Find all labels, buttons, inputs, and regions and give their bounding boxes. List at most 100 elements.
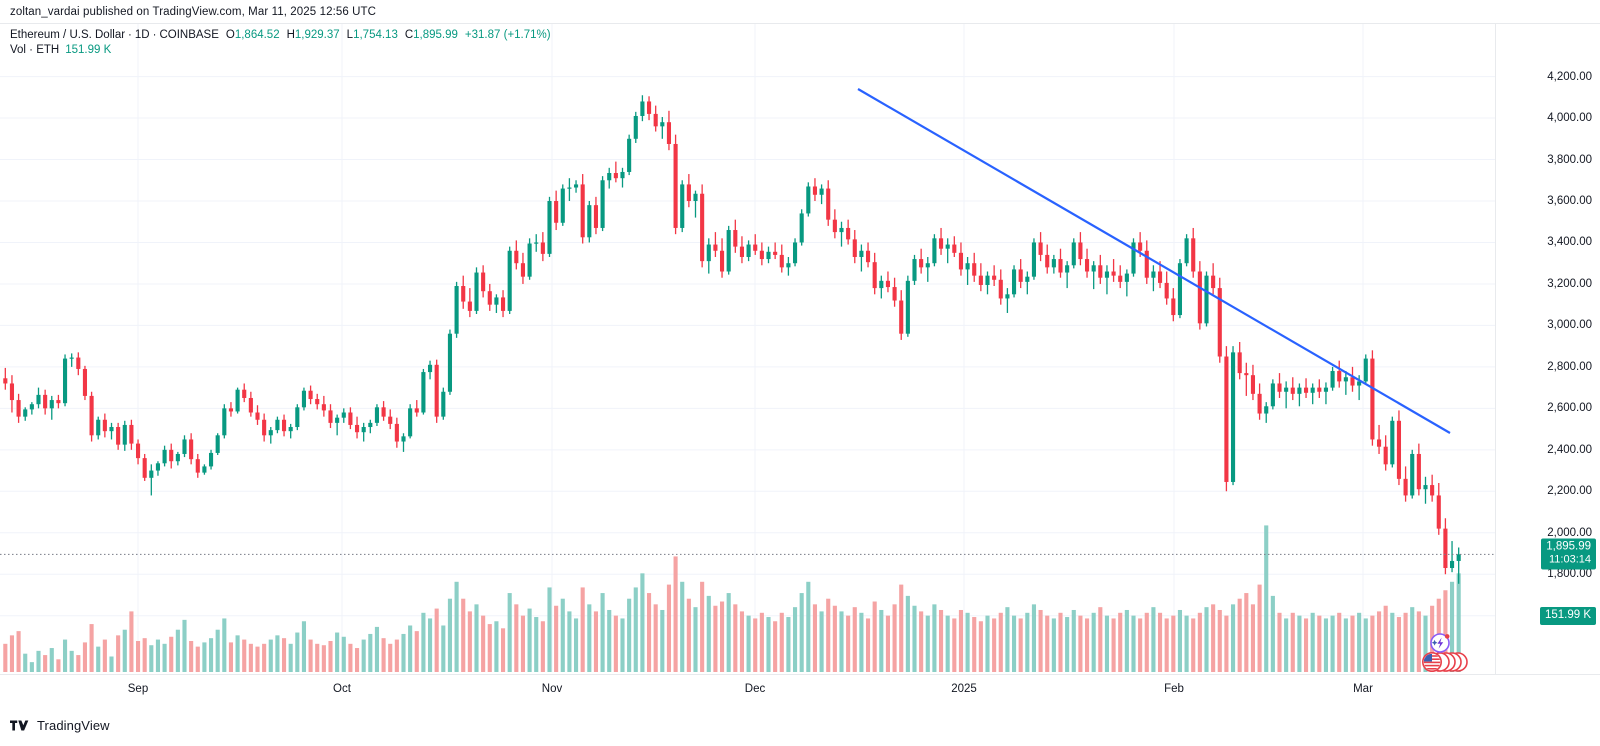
price-axis[interactable]: 4,200.00 4,000.00 3,800.00 3,600.00 3,400.00… xyxy=(1495,24,1600,674)
candle-body xyxy=(1045,254,1050,268)
candle-body xyxy=(846,227,851,240)
descending-resistance[interactable] xyxy=(857,88,1451,434)
volume-bar xyxy=(1091,612,1096,672)
volume-bar xyxy=(819,611,824,672)
candle-body xyxy=(1164,282,1169,299)
candle-body xyxy=(700,193,705,262)
volume-bar xyxy=(467,611,472,672)
volume-bar xyxy=(1038,609,1043,672)
candle-body xyxy=(82,368,88,396)
volume-bar xyxy=(262,643,267,672)
volume-bar xyxy=(441,625,446,672)
volume-bar xyxy=(195,646,200,672)
volume-bar xyxy=(461,598,466,672)
candle-body xyxy=(1449,560,1455,569)
floating-badges[interactable] xyxy=(1418,628,1468,676)
volume-bar xyxy=(567,611,572,672)
volume-bar xyxy=(992,618,997,672)
volume-bar xyxy=(1350,615,1355,672)
volume-bar xyxy=(281,638,287,672)
candle-body xyxy=(673,143,678,228)
volume-bar xyxy=(494,621,499,672)
candle-body xyxy=(335,417,340,423)
volume-bar xyxy=(447,598,453,672)
volume-bar xyxy=(268,639,273,672)
candle-body xyxy=(62,358,68,404)
volume-bar xyxy=(773,621,778,672)
volume-bar xyxy=(700,581,705,672)
volume-badge[interactable]: 151.99 K xyxy=(1539,606,1596,625)
volume-bar xyxy=(301,621,307,672)
volume-bar xyxy=(1071,609,1076,672)
candle-body xyxy=(414,408,419,413)
flag-stack-icon[interactable] xyxy=(1422,651,1468,672)
volume-bar xyxy=(766,617,771,672)
candle-body xyxy=(102,419,107,432)
volume-bar xyxy=(56,659,61,672)
current-price-badge[interactable]: 1,895.99 11:03:14 xyxy=(1541,538,1596,570)
volume-bar xyxy=(1144,612,1149,672)
volume-bar xyxy=(388,643,393,672)
volume-bar xyxy=(1197,612,1202,672)
candle-body xyxy=(222,408,227,436)
candle-body xyxy=(1323,387,1329,392)
candle-body xyxy=(1091,265,1096,272)
bar-countdown: 11:03:14 xyxy=(1548,553,1591,566)
candle-body xyxy=(401,436,406,442)
volume-bar xyxy=(1224,615,1229,672)
candle-body xyxy=(1184,238,1189,264)
candle-body xyxy=(859,250,864,257)
candle-body xyxy=(1177,263,1183,316)
candle-body xyxy=(29,404,34,410)
volume-bar xyxy=(640,573,645,672)
candlestick-plot[interactable] xyxy=(0,24,1495,674)
volume-bar xyxy=(1084,618,1090,672)
time-axis-label: Feb xyxy=(1164,683,1184,695)
candle-body xyxy=(295,407,300,428)
volume-bar xyxy=(235,635,240,672)
candle-body xyxy=(421,372,426,413)
time-axis-label: Nov xyxy=(541,683,563,695)
candle-body xyxy=(1343,377,1348,382)
volume-bar xyxy=(142,638,147,672)
candle-body xyxy=(746,244,751,257)
candle-body xyxy=(1390,420,1395,465)
candle-body xyxy=(1157,271,1163,283)
volume-bar xyxy=(1456,573,1461,672)
volume-bar xyxy=(547,587,552,672)
candle-body xyxy=(1410,453,1415,496)
candle-body xyxy=(268,430,273,436)
ai-sparkle-icon[interactable] xyxy=(1430,633,1450,653)
candle-body xyxy=(998,279,1003,299)
price-axis-label: 2,600.00 xyxy=(1547,402,1592,415)
volume-bar xyxy=(832,605,837,672)
chart-pane[interactable] xyxy=(0,24,1495,674)
candle-body xyxy=(1330,371,1335,388)
time-axis[interactable]: Sep Oct Nov Dec 2025 Feb Mar xyxy=(0,674,1600,704)
candle-body xyxy=(461,286,466,302)
candle-body xyxy=(713,244,718,251)
volume-bar xyxy=(952,618,957,672)
price-axis-label: 3,400.00 xyxy=(1547,236,1592,249)
candle-body xyxy=(613,173,618,179)
volume-bar xyxy=(1396,617,1402,672)
candle-body xyxy=(474,272,479,311)
candle-body xyxy=(96,419,101,436)
volume-bar xyxy=(62,639,68,672)
candle-body xyxy=(16,400,21,417)
candle-body xyxy=(149,470,154,478)
candle-body xyxy=(753,244,758,251)
candle-body xyxy=(1171,298,1176,316)
volume-bar xyxy=(109,656,114,672)
volume-bar xyxy=(653,604,658,672)
candle-body xyxy=(454,286,459,334)
candle-body xyxy=(500,297,506,311)
candle-body xyxy=(301,390,307,408)
candle-body xyxy=(122,424,127,445)
volume-bar xyxy=(1297,615,1302,672)
volume-bar xyxy=(122,629,127,672)
volume-bar xyxy=(666,584,672,672)
price-axis-label: 3,600.00 xyxy=(1547,195,1592,207)
volume-bar xyxy=(1277,612,1282,672)
floating-badges-svg[interactable] xyxy=(1418,628,1468,676)
